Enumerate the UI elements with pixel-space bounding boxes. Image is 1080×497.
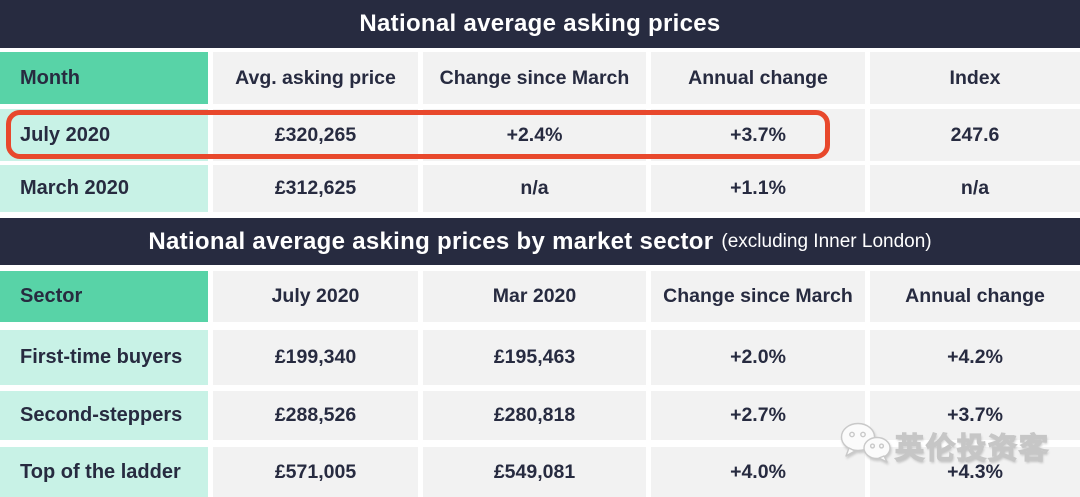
table1-header-index: Index [870, 52, 1080, 104]
table1-header-annual-change: Annual change [651, 52, 865, 104]
watermark-text: 英伦投资客 [894, 432, 1050, 465]
top-of-ladder-mar-cell: £549,081 [423, 447, 646, 497]
table2-title-bar: National average asking prices by market… [0, 218, 1080, 265]
table2-header-row: Sector July 2020 Mar 2020 Change since M… [0, 271, 1080, 322]
table-row-second-steppers: Second-steppers £288,526 £280,818 +2.7% … [0, 391, 1080, 440]
table2-header-annual-change: Annual change [870, 271, 1080, 322]
march-2020-annual-change-cell: +1.1% [651, 165, 865, 212]
second-steppers-july-cell: £288,526 [213, 391, 418, 440]
top-of-ladder-annual-cell: +4.3% [870, 447, 1080, 497]
table2-header-change-since-march: Change since March [651, 271, 865, 322]
march-2020-month-cell: March 2020 [0, 165, 208, 212]
top-of-ladder-sector-cell: Top of the ladder [0, 447, 208, 497]
table1-header-row: Month Avg. asking price Change since Mar… [0, 52, 1080, 104]
wechat-icon [840, 422, 892, 469]
table-row-july-2020: July 2020 £320,265 +2.4% +3.7% 247.6 [0, 109, 1080, 161]
table2-title-suffix: (excluding Inner London) [721, 230, 932, 252]
first-time-buyers-mar-cell: £195,463 [423, 330, 646, 385]
july-2020-avg-price-cell: £320,265 [213, 109, 418, 161]
table1-title: National average asking prices [359, 10, 721, 37]
second-steppers-sector-cell: Second-steppers [0, 391, 208, 440]
table2-header-july-2020: July 2020 [213, 271, 418, 322]
watermark: 英伦投资客 [840, 422, 1050, 469]
table1-header-avg-asking-price: Avg. asking price [213, 52, 418, 104]
table1-title-bar: National average asking prices [0, 0, 1080, 48]
table2-title: National average asking prices by market… [148, 227, 714, 255]
july-2020-month-cell: July 2020 [0, 109, 208, 161]
second-steppers-change-cell: +2.7% [651, 391, 865, 440]
july-2020-index-cell: 247.6 [870, 109, 1080, 161]
top-of-ladder-change-cell: +4.0% [651, 447, 865, 497]
july-2020-annual-change-cell: +3.7% [651, 109, 865, 161]
march-2020-change-since-march-cell: n/a [423, 165, 646, 212]
table1-header-month: Month [0, 52, 208, 104]
table-row-top-of-the-ladder: Top of the ladder £571,005 £549,081 +4.0… [0, 447, 1080, 497]
table-row-march-2020: March 2020 £312,625 n/a +1.1% n/a [0, 165, 1080, 212]
first-time-buyers-change-cell: +2.0% [651, 330, 865, 385]
second-steppers-mar-cell: £280,818 [423, 391, 646, 440]
july-2020-change-since-march-cell: +2.4% [423, 109, 646, 161]
march-2020-avg-price-cell: £312,625 [213, 165, 418, 212]
top-of-ladder-july-cell: £571,005 [213, 447, 418, 497]
first-time-buyers-annual-cell: +4.2% [870, 330, 1080, 385]
march-2020-index-cell: n/a [870, 165, 1080, 212]
second-steppers-annual-cell: +3.7% [870, 391, 1080, 440]
first-time-buyers-sector-cell: First-time buyers [0, 330, 208, 385]
table2-header-sector: Sector [0, 271, 208, 322]
table-row-first-time-buyers: First-time buyers £199,340 £195,463 +2.0… [0, 330, 1080, 385]
first-time-buyers-july-cell: £199,340 [213, 330, 418, 385]
table1-header-change-since-march: Change since March [423, 52, 646, 104]
table2-header-mar-2020: Mar 2020 [423, 271, 646, 322]
